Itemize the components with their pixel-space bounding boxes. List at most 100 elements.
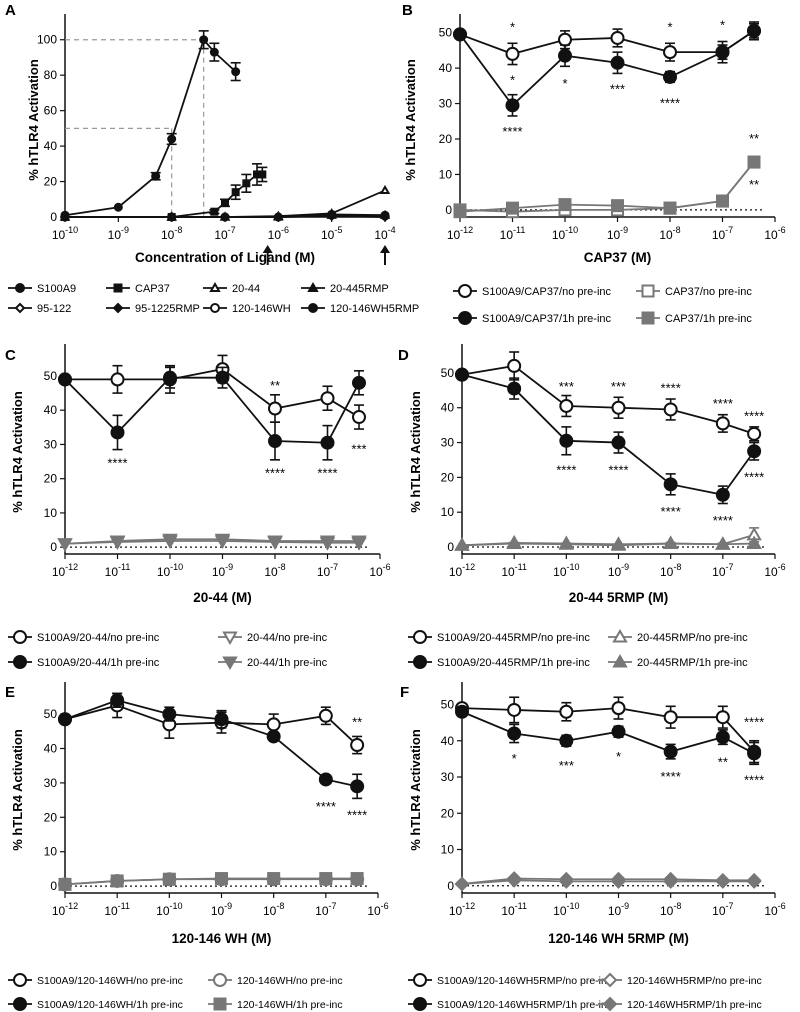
data-point	[453, 205, 467, 219]
significance-label: ****	[713, 513, 733, 528]
y-tick-label: 20	[44, 810, 58, 824]
x-tick-label: 10-12	[52, 901, 78, 918]
legend-marker	[222, 656, 238, 671]
x-tick-label: 10-7	[712, 901, 733, 918]
x-tick-label: 10-11	[501, 901, 527, 918]
data-point	[662, 535, 679, 550]
data-point	[109, 535, 126, 550]
legend-marker	[14, 302, 26, 314]
significance-label: **	[749, 131, 759, 146]
x-axis-label: 120-146 WH (M)	[172, 931, 272, 946]
significance-label: **	[718, 755, 728, 770]
y-tick-label: 30	[439, 97, 453, 111]
legend-marker	[213, 973, 227, 987]
data-point	[559, 398, 574, 413]
legend-marker	[612, 628, 628, 643]
significance-label: *	[667, 19, 672, 34]
x-tick-label: 10-9	[607, 225, 628, 242]
y-tick-label: 40	[44, 403, 58, 417]
significance-label: ****	[317, 466, 337, 481]
x-tick-exponent: -6	[381, 901, 389, 911]
legend-label: 20-44/no pre-inc	[247, 632, 328, 644]
panel-letter: F	[400, 684, 409, 701]
panel-letter: A	[5, 2, 16, 19]
data-point	[258, 170, 267, 179]
x-tick-base: 10	[264, 565, 278, 579]
x-tick-label: 10-4	[374, 225, 395, 242]
x-tick-label: 10-8	[660, 901, 681, 918]
x-tick-base: 10	[374, 228, 388, 242]
x-tick-exponent: -7	[228, 225, 236, 235]
data-point	[558, 48, 572, 63]
x-tick-exponent: -11	[513, 225, 525, 235]
data-point	[611, 199, 624, 213]
x-tick-label: 10-12	[447, 225, 473, 242]
series-1	[455, 367, 762, 505]
x-axis-label: 120-146 WH 5RMP (M)	[548, 931, 689, 946]
y-tick-label: 0	[447, 879, 454, 893]
data-point	[151, 171, 161, 181]
data-point	[162, 533, 178, 548]
panel-letter: B	[402, 2, 413, 19]
y-tick-label: 30	[441, 436, 455, 450]
legend-label: 20-445RMP	[330, 283, 389, 295]
y-axis-label: % hTLR4 Activation	[10, 729, 25, 851]
data-point	[221, 198, 229, 207]
legend-label: CAP37	[135, 283, 170, 295]
significance-label: ****	[661, 769, 681, 784]
data-point	[453, 27, 467, 42]
x-tick-exponent: -12	[462, 901, 475, 911]
series-line	[459, 30, 755, 107]
significance-label: ****	[347, 808, 367, 823]
data-point	[320, 391, 335, 406]
data-point	[60, 212, 70, 222]
series-0	[455, 351, 762, 442]
data-point	[747, 444, 762, 459]
data-point	[58, 877, 72, 891]
significance-label: *	[512, 751, 517, 766]
legend-label: 20-44	[232, 283, 260, 295]
x-tick-base: 10	[317, 565, 331, 579]
y-tick-label: 10	[441, 843, 455, 857]
x-tick-label: 10-10	[553, 562, 579, 579]
data-point	[747, 746, 762, 761]
data-point	[716, 194, 729, 208]
data-point	[663, 69, 677, 84]
y-axis-label: % hTLR4 Activation	[408, 729, 423, 851]
data-point	[507, 726, 522, 741]
legend-label: 20-445RMP/no pre-inc	[637, 632, 748, 644]
data-point	[454, 537, 470, 551]
data-point	[352, 410, 366, 425]
x-tick-exponent: -10	[170, 562, 183, 572]
series-3	[57, 533, 367, 552]
x-tick-base: 10	[607, 228, 621, 242]
significance-label: ****	[661, 504, 681, 519]
x-tick-base: 10	[659, 228, 673, 242]
x-tick-exponent: -10	[565, 225, 578, 235]
data-point	[267, 872, 281, 886]
series-line	[461, 541, 755, 547]
x-tick-exponent: -9	[121, 225, 129, 235]
x-tick-exponent: -7	[726, 562, 734, 572]
data-point	[319, 872, 333, 886]
y-tick-label: 30	[441, 770, 455, 784]
data-point	[220, 212, 230, 222]
x-tick-exponent: -7	[329, 901, 337, 911]
x-tick-exponent: -8	[673, 562, 681, 572]
x-tick-base: 10	[369, 565, 383, 579]
significance-label: ***	[610, 81, 625, 96]
x-tick-exponent: -11	[118, 901, 130, 911]
x-tick-base: 10	[52, 228, 66, 242]
data-point	[58, 372, 72, 387]
x-tick-exponent: -9	[621, 901, 629, 911]
x-tick-base: 10	[268, 228, 282, 242]
x-tick-exponent: -8	[278, 562, 286, 572]
data-point	[215, 872, 228, 886]
legend-marker	[13, 973, 27, 987]
legend-marker	[222, 631, 238, 646]
x-tick-exponent: -5	[334, 225, 342, 235]
legend-label: S100A9/20-44/1h pre-inc	[37, 657, 160, 669]
x-tick-base: 10	[553, 904, 567, 918]
x-tick-label: 10-8	[263, 901, 284, 918]
